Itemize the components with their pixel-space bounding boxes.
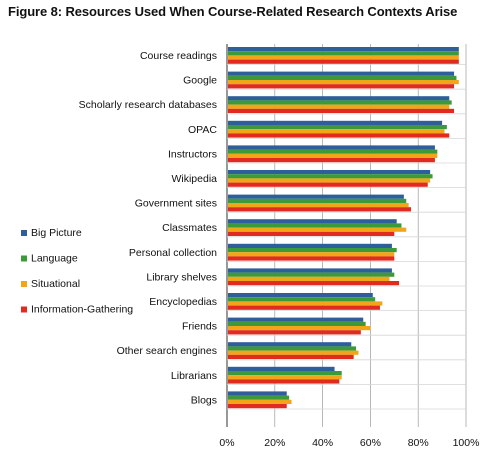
legend-label: Language	[31, 253, 78, 265]
bar	[228, 366, 335, 371]
category-label: Blogs	[191, 394, 217, 406]
category-label: Personal collection	[129, 247, 217, 259]
legend-swatch	[21, 255, 27, 262]
bar	[228, 47, 459, 52]
bar	[228, 96, 450, 101]
bar	[228, 120, 443, 125]
bar	[228, 231, 395, 236]
category-label: Classmates	[162, 222, 217, 234]
legend-swatch	[21, 230, 27, 236]
bar	[228, 395, 290, 400]
category-label: Library shelves	[146, 271, 217, 283]
bar	[228, 346, 357, 351]
category-label: Government sites	[135, 198, 217, 210]
bar	[228, 227, 407, 232]
bar	[228, 219, 397, 224]
bar	[228, 149, 438, 154]
bar	[228, 276, 390, 281]
bar	[228, 178, 431, 183]
x-tick-label: 100%	[453, 437, 480, 449]
x-tick-label: 60%	[360, 437, 381, 449]
bar	[228, 326, 371, 331]
bar	[228, 350, 359, 355]
bar	[228, 354, 354, 359]
bar	[228, 145, 435, 150]
bar	[228, 272, 395, 277]
legend-label: Information-Gathering	[31, 304, 133, 316]
x-tick-label: 80%	[408, 437, 429, 449]
bar	[228, 75, 457, 80]
legend-swatch	[21, 306, 27, 313]
x-tick-label: 20%	[264, 437, 285, 449]
category-label: Google	[183, 75, 217, 87]
bar	[228, 51, 459, 56]
x-tick-label: 40%	[312, 437, 333, 449]
bar	[228, 203, 409, 208]
bar	[228, 256, 395, 261]
bar	[228, 252, 395, 257]
bar	[228, 80, 459, 85]
bar	[228, 174, 433, 179]
category-label: Encyclopedias	[149, 296, 217, 308]
bar	[228, 391, 287, 396]
bar	[228, 153, 438, 158]
bar	[228, 170, 431, 175]
bar	[228, 293, 373, 298]
bar	[228, 71, 455, 76]
bar	[228, 129, 445, 134]
legend-label: Big Picture	[31, 227, 82, 239]
bar	[228, 207, 412, 212]
bar	[228, 305, 380, 310]
bar	[228, 379, 340, 384]
legend-swatch	[21, 281, 27, 287]
x-tick-label: 0%	[219, 437, 234, 449]
bar	[228, 342, 352, 347]
bar	[228, 198, 407, 203]
bar	[228, 182, 428, 187]
bar	[228, 133, 450, 138]
bar	[228, 281, 400, 286]
category-label: Wikipedia	[171, 173, 217, 185]
bar	[228, 297, 376, 302]
bar	[228, 301, 383, 306]
category-label: Instructors	[168, 148, 217, 160]
bar	[228, 248, 397, 253]
bar	[228, 158, 435, 163]
bar	[228, 55, 459, 60]
bar	[228, 371, 342, 376]
bar	[228, 268, 392, 273]
bar	[228, 100, 452, 105]
bar	[228, 108, 455, 113]
bar	[228, 194, 404, 199]
bar	[228, 243, 392, 248]
category-label: Course readings	[140, 50, 217, 62]
bar	[228, 321, 366, 326]
bar	[228, 223, 402, 228]
bar	[228, 375, 342, 380]
bar	[228, 125, 447, 130]
category-label: Friends	[182, 321, 217, 333]
category-label: Scholarly research databases	[79, 99, 217, 111]
bar	[228, 59, 459, 64]
category-label: Librarians	[171, 370, 217, 382]
legend-label: Situational	[31, 278, 80, 290]
bar	[228, 399, 292, 404]
bar	[228, 330, 361, 335]
category-label: OPAC	[188, 124, 217, 136]
category-label: Other search engines	[117, 345, 217, 357]
bar	[228, 84, 455, 89]
bar	[228, 317, 364, 322]
bar	[228, 104, 450, 109]
bar	[228, 404, 287, 409]
chart-title: Figure 8: Resources Used When Course-Rel…	[8, 4, 458, 19]
